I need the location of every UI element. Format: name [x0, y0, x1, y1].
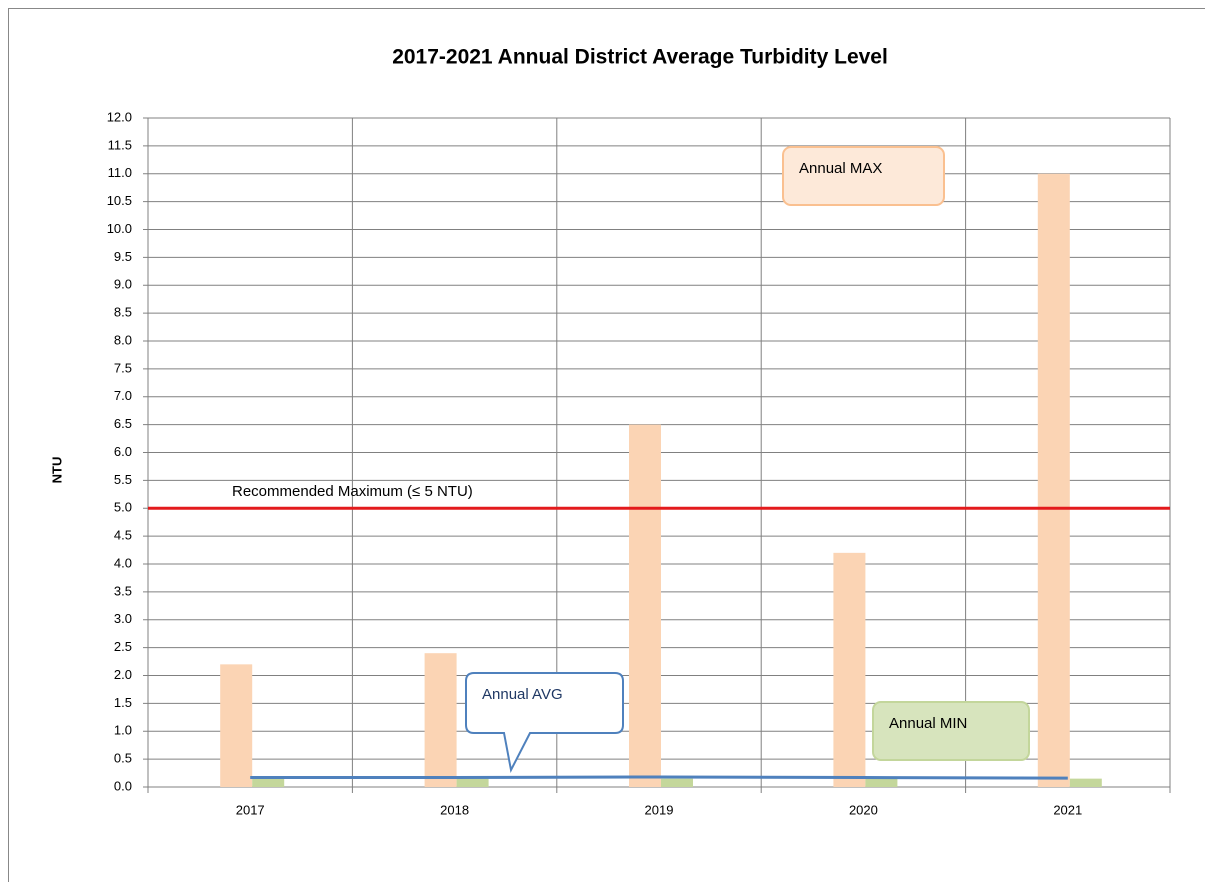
- y-tick-label: 11.5: [108, 137, 132, 152]
- x-tick-label: 2019: [645, 802, 674, 817]
- y-tick-label: 2.5: [114, 639, 132, 654]
- x-tick-label: 2018: [440, 802, 469, 817]
- y-tick-label: 4.5: [114, 528, 132, 543]
- y-tick-label: 3.0: [114, 611, 132, 626]
- y-tick-label: 5.0: [114, 500, 132, 515]
- y-tick-label: 6.5: [114, 416, 132, 431]
- y-tick-label: 9.0: [114, 277, 132, 292]
- y-tick-label: 1.5: [114, 695, 132, 710]
- y-axis-label: NTU: [49, 457, 64, 484]
- y-tick-label: 3.5: [114, 583, 132, 598]
- callout-shape: [465, 672, 624, 774]
- y-tick-label: 12.0: [107, 109, 132, 124]
- legend-label: Annual MIN: [889, 715, 967, 732]
- y-tick-label: 2.0: [114, 667, 132, 682]
- chart-title: 2017-2021 Annual District Average Turbid…: [392, 46, 888, 69]
- bar: [252, 778, 285, 787]
- y-tick-label: 1.0: [114, 723, 132, 738]
- y-tick-label: 7.0: [114, 388, 132, 403]
- bar: [865, 778, 898, 787]
- bar: [456, 778, 489, 787]
- bar: [424, 653, 457, 787]
- y-tick-label: 6.0: [114, 444, 132, 459]
- legend-callout: [872, 701, 1030, 761]
- legend-callout: [782, 146, 945, 206]
- y-tick-label: 4.0: [114, 555, 132, 570]
- x-tick-label: 2021: [1053, 802, 1082, 817]
- x-tick-label: 2020: [849, 802, 878, 817]
- y-tick-label: 8.0: [114, 332, 132, 347]
- bar: [220, 664, 253, 787]
- avg-line: [250, 775, 1068, 780]
- x-tick-label: 2017: [236, 802, 265, 817]
- y-tick-label: 7.5: [114, 360, 132, 375]
- y-tick-label: 9.5: [114, 249, 132, 264]
- y-tick-label: 0.5: [114, 751, 132, 766]
- y-tick-label: 0.0: [114, 778, 132, 793]
- y-tick-label: 11.0: [108, 165, 132, 180]
- bar: [1069, 778, 1102, 787]
- y-tick-label: 8.5: [114, 305, 132, 320]
- bar: [1037, 173, 1070, 787]
- reference-label: Recommended Maximum (≤ 5 NTU): [232, 483, 473, 500]
- y-tick-label: 10.0: [107, 221, 132, 236]
- bar: [629, 424, 661, 787]
- legend-label: Annual MAX: [799, 160, 882, 177]
- y-tick-label: 10.5: [107, 193, 132, 208]
- y-tick-label: 5.5: [114, 472, 132, 487]
- bar: [661, 778, 693, 787]
- legend-label: Annual AVG: [482, 686, 563, 703]
- bar: [833, 552, 866, 787]
